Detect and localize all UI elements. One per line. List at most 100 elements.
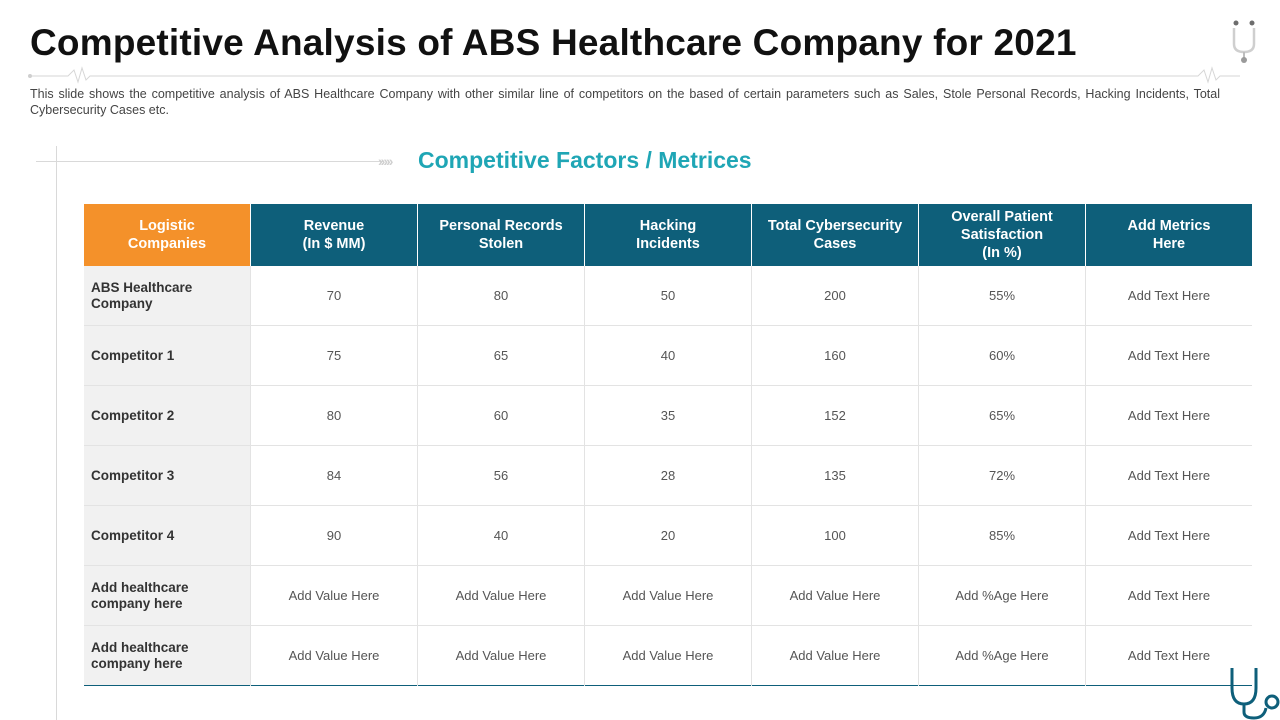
table-row: ABS Healthcare Company 70 80 50 200 55% Add Tex… <box>84 266 1252 326</box>
table-row: Add healthcare company here Add Value Here… <box>84 625 1252 686</box>
table-cell: 28 <box>584 445 752 506</box>
table-cell: 65% <box>918 385 1086 446</box>
stethoscope-icon <box>1230 668 1280 720</box>
row-label-line: Competitor 1 <box>91 347 175 363</box>
table-cell: 72% <box>918 445 1086 506</box>
table-cell: 60% <box>918 325 1086 386</box>
column-header: Hacking Incidents <box>584 204 752 266</box>
table-cell: Add Text Here <box>1085 625 1252 686</box>
table-cell: Add Text Here <box>1085 445 1252 506</box>
column-header: Add Metrics Here <box>1085 204 1252 266</box>
table-row: Add healthcare company here Add Value Here… <box>84 565 1252 626</box>
table-cell: Add Value Here <box>417 625 585 686</box>
column-header-line: Add Metrics <box>1127 218 1211 234</box>
row-label: ABS Healthcare Company <box>84 266 251 326</box>
table-cell: Add %Age Here <box>918 565 1086 626</box>
table-cell: Add Value Here <box>751 565 919 626</box>
table-cell: 56 <box>417 445 585 506</box>
table-cell: 75 <box>250 325 418 386</box>
column-header-line: Cases <box>813 236 857 252</box>
column-header-line: Total Cybersecurity <box>767 218 903 234</box>
column-header: Personal Records Stolen <box>417 204 585 266</box>
row-label: Competitor 3 <box>84 445 251 506</box>
row-label: Competitor 2 <box>84 385 251 446</box>
decor-horizontal-line <box>36 161 384 162</box>
chevron-arrows-icon: › › › › › <box>378 153 394 169</box>
column-header-line: Logistic <box>139 218 195 234</box>
column-header: Total Cybersecurity Cases <box>751 204 919 266</box>
section-title: Competitive Factors / Metrices <box>418 147 752 173</box>
row-label-line: Competitor 2 <box>91 407 175 423</box>
table-cell: Add Text Here <box>1085 266 1252 326</box>
heartbeat-line <box>28 66 1240 84</box>
row-label-line: company here <box>91 655 183 671</box>
table-cell: 85% <box>918 505 1086 566</box>
table-row: Competitor 4 90 40 20 100 85% Add Text Here <box>84 505 1252 566</box>
stethoscope-icon <box>1232 20 1256 63</box>
table-cell: Add Value Here <box>250 625 418 686</box>
table-row: Competitor 1 75 65 40 160 60% Add Text Here <box>84 325 1252 386</box>
table-cell: 70 <box>250 266 418 326</box>
row-label-line: Add healthcare <box>91 579 189 595</box>
column-header-line: Stolen <box>478 236 524 252</box>
column-header-line: Here <box>1152 236 1186 252</box>
table-cell: 50 <box>584 266 752 326</box>
column-header: Revenue (In $ MM) <box>250 204 418 266</box>
column-header-line: (In $ MM) <box>302 236 366 252</box>
table-row: Competitor 2 80 60 35 152 65% Add Text Here <box>84 385 1252 446</box>
column-header: Logistic Companies <box>84 204 251 266</box>
table-cell: Add %Age Here <box>918 625 1086 686</box>
competitive-metrics-table: Logistic Companies Revenue (In $ MM) Persona… <box>84 204 1252 686</box>
slide-title: Competitive Analysis of ABS Healthcare C… <box>30 22 1077 63</box>
column-header-line: Incidents <box>636 236 700 252</box>
row-label: Competitor 1 <box>84 325 251 386</box>
table-cell: 60 <box>417 385 585 446</box>
table-cell: 20 <box>584 505 752 566</box>
table-cell: 160 <box>751 325 919 386</box>
table-cell: Add Text Here <box>1085 565 1252 626</box>
table-row: Competitor 3 84 56 28 135 72% Add Text Here <box>84 445 1252 506</box>
table-cell: Add Value Here <box>584 565 752 626</box>
table-cell: 152 <box>751 385 919 446</box>
decor-vertical-line <box>56 146 57 720</box>
table-cell: Add Text Here <box>1085 325 1252 386</box>
table-cell: 84 <box>250 445 418 506</box>
table-cell: 90 <box>250 505 418 566</box>
row-label: Add healthcare company here <box>84 565 251 626</box>
table-cell: 80 <box>250 385 418 446</box>
table-cell: 55% <box>918 266 1086 326</box>
row-label-line: ABS Healthcare <box>91 279 193 295</box>
column-header-line: (In %) <box>982 245 1022 261</box>
row-label-line: Competitor 4 <box>91 527 175 543</box>
table-header-row: Logistic Companies Revenue (In $ MM) Persona… <box>84 204 1252 266</box>
column-header-line: Revenue <box>303 218 365 234</box>
table-cell: 100 <box>751 505 919 566</box>
table-cell: 35 <box>584 385 752 446</box>
row-label: Add healthcare company here <box>84 625 251 686</box>
table-cell: 135 <box>751 445 919 506</box>
table-cell: Add Text Here <box>1085 505 1252 566</box>
table-cell: 200 <box>751 266 919 326</box>
table-body: ABS Healthcare Company 70 80 50 200 55% Add Tex… <box>84 266 1252 686</box>
table-cell: Add Value Here <box>751 625 919 686</box>
row-label: Competitor 4 <box>84 505 251 566</box>
column-header-line: Personal Records <box>439 218 563 234</box>
row-label-line: company here <box>91 595 183 611</box>
column-header-line: Hacking <box>639 218 697 234</box>
column-header: Overall Patient Satisfaction (In %) <box>918 204 1086 266</box>
row-label-line: Company <box>91 295 153 311</box>
column-header-line: Satisfaction <box>960 227 1044 243</box>
column-header-line: Companies <box>127 236 207 252</box>
table-cell: Add Value Here <box>417 565 585 626</box>
row-label-line: Add healthcare <box>91 639 189 655</box>
slide-description: This slide shows the competitive analysi… <box>30 87 1220 117</box>
table-cell: 40 <box>584 325 752 386</box>
table-cell: 40 <box>417 505 585 566</box>
table-cell: Add Value Here <box>250 565 418 626</box>
table-cell: 65 <box>417 325 585 386</box>
column-header-line: Overall Patient <box>951 209 1053 225</box>
row-label-line: Competitor 3 <box>91 467 175 483</box>
table-cell: 80 <box>417 266 585 326</box>
table-cell: Add Value Here <box>584 625 752 686</box>
table-cell: Add Text Here <box>1085 385 1252 446</box>
